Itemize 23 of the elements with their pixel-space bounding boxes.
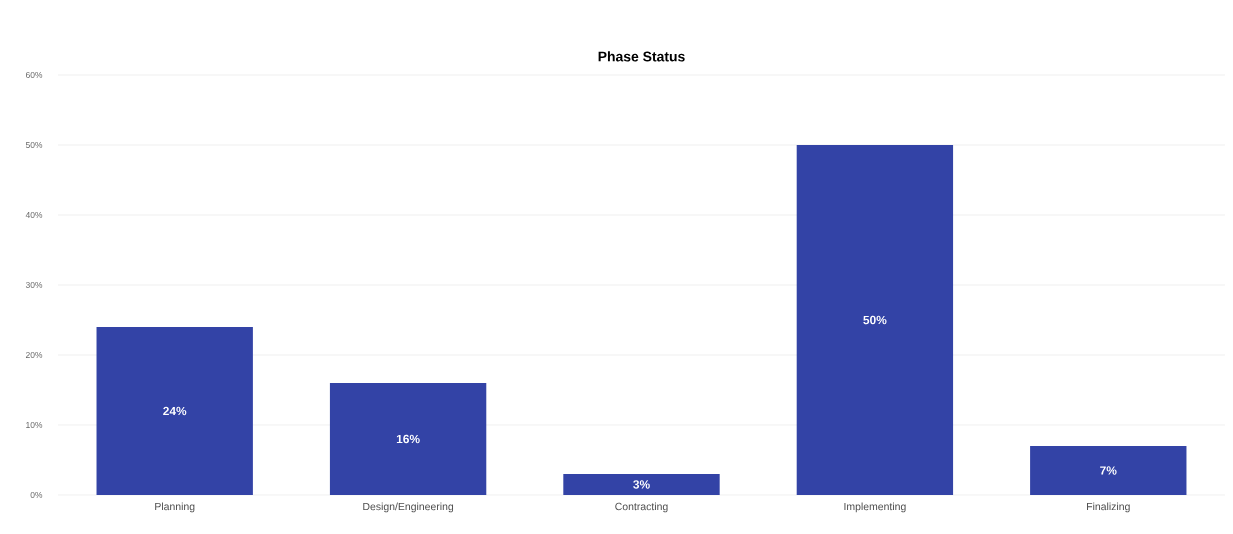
y-tick-label: 20% (25, 351, 43, 358)
bar (96, 326, 253, 495)
x-tick-label: Contracting (615, 502, 668, 513)
y-tick-label: 30% (25, 281, 43, 288)
bar (796, 144, 954, 495)
chart-title: Phase Status (598, 51, 685, 62)
x-tick-label: Implementing (844, 502, 906, 513)
x-tick-label: Design/Engineering (363, 502, 454, 513)
x-tick-label: Finalizing (1087, 502, 1130, 513)
y-tick-label: 0% (30, 491, 43, 498)
data-label: 7% (1100, 466, 1117, 475)
x-tick-label: Planning (155, 502, 195, 513)
bar (329, 382, 487, 495)
data-label: 16% (396, 434, 420, 444)
data-label: 50% (863, 315, 887, 325)
bar (563, 473, 720, 495)
y-tick-label: 50% (25, 141, 43, 148)
data-label: 24% (163, 406, 187, 416)
data-label: 3% (633, 480, 650, 489)
y-tick-label: 60% (25, 71, 43, 78)
y-tick-label: 10% (26, 421, 43, 428)
y-tick-label: 40% (25, 211, 43, 218)
bar (1030, 445, 1187, 495)
